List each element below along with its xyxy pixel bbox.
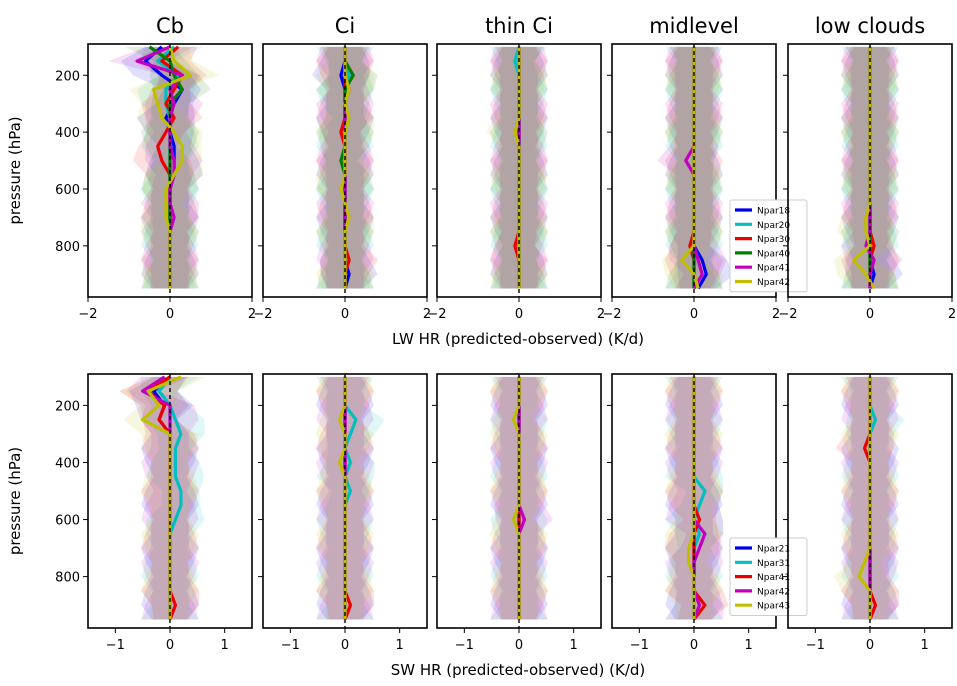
spread-band-shortwave-cb-npar31 — [140, 376, 206, 620]
x-tick-label-longwave-low-clouds: 0 — [866, 307, 874, 322]
spread-band-shortwave-thin-ci-npar42 — [489, 376, 554, 620]
spread-band-longwave-ci-npar40 — [315, 46, 378, 289]
spread-band-longwave-midlevel-npar18 — [664, 46, 735, 289]
x-tick-label-longwave-cb: −2 — [78, 307, 97, 322]
spread-band-longwave-thin-ci-npar42 — [486, 46, 549, 289]
legend-label-longwave-npar40: Npar40 — [757, 249, 790, 259]
x-tick-label-shortwave-midlevel: 0 — [690, 638, 698, 653]
x-tick-label-longwave-midlevel: 2 — [772, 307, 780, 322]
spread-band-longwave-cb-npar41 — [108, 46, 204, 289]
spread-band-shortwave-ci-npar31 — [315, 376, 385, 620]
panel-title-ci: Ci — [335, 14, 356, 38]
spread-band-longwave-cb-npar18 — [121, 46, 203, 289]
x-tick-label-shortwave-thin-ci: 1 — [570, 638, 578, 653]
legend-label-shortwave-npar42: Npar42 — [757, 587, 790, 597]
panel-title-midlevel: midlevel — [649, 14, 739, 38]
x-tick-label-shortwave-low-clouds: 1 — [921, 638, 929, 653]
x-tick-label-shortwave-midlevel: −1 — [630, 638, 649, 653]
x-tick-label-longwave-low-clouds: 2 — [948, 307, 956, 322]
spread-band-longwave-low-clouds-npar41 — [840, 46, 903, 289]
legend-label-shortwave-npar31: Npar31 — [757, 559, 790, 569]
y-tick-label-longwave: 800 — [55, 240, 80, 255]
spread-band-shortwave-cb-npar43 — [119, 376, 206, 620]
x-tick-label-longwave-cb: 0 — [166, 307, 174, 322]
legend-label-longwave-npar30: Npar30 — [757, 235, 790, 245]
x-tick-label-shortwave-thin-ci: −1 — [455, 638, 474, 653]
panel-title-thin-ci: thin Ci — [485, 14, 553, 38]
y-tick-label-longwave: 400 — [55, 126, 80, 141]
x-tick-label-shortwave-ci: −1 — [281, 638, 300, 653]
spread-band-longwave-low-clouds-npar18 — [840, 46, 903, 289]
legend-label-longwave-npar42: Npar42 — [757, 278, 790, 288]
x-tick-label-longwave-thin-ci: 0 — [515, 307, 523, 322]
panel-title-low-clouds: low clouds — [815, 14, 925, 38]
y-tick-label-shortwave: 600 — [55, 514, 80, 529]
legend-label-shortwave-npar43: Npar43 — [757, 602, 790, 612]
y-tick-label-longwave: 200 — [55, 69, 80, 84]
spread-band-longwave-cb-npar40 — [125, 46, 212, 289]
spread-band-longwave-ci-npar30 — [315, 46, 379, 289]
spread-band-shortwave-low-clouds-npar31 — [840, 376, 905, 620]
y-tick-label-shortwave: 200 — [55, 399, 80, 414]
y-tick-label-shortwave: 800 — [55, 571, 80, 586]
xlabel-shortwave: SW HR (predicted-observed) (K/d) — [391, 661, 646, 679]
x-tick-label-shortwave-cb: −1 — [106, 638, 125, 653]
x-tick-label-shortwave-midlevel: 1 — [745, 638, 753, 653]
x-tick-label-longwave-midlevel: 0 — [690, 307, 698, 322]
x-tick-label-shortwave-low-clouds: −1 — [806, 638, 825, 653]
spread-band-longwave-midlevel-npar41 — [657, 46, 727, 289]
x-tick-label-shortwave-ci: 1 — [396, 638, 404, 653]
spread-band-shortwave-low-clouds-npar43 — [834, 376, 900, 620]
legend-label-shortwave-npar21: Npar21 — [757, 545, 790, 555]
legend-label-shortwave-npar41: Npar41 — [757, 573, 790, 583]
spread-band-shortwave-low-clouds-npar41 — [835, 376, 900, 620]
x-tick-label-longwave-thin-ci: 2 — [597, 307, 605, 322]
x-tick-label-longwave-cb: 2 — [248, 307, 256, 322]
xlabel-longwave: LW HR (predicted-observed) (K/d) — [392, 330, 644, 348]
panel-title-cb: Cb — [156, 14, 184, 38]
legend-label-longwave-npar41: Npar41 — [757, 264, 790, 274]
spread-band-longwave-low-clouds-npar42 — [834, 46, 900, 289]
x-tick-label-shortwave-ci: 0 — [341, 638, 349, 653]
x-tick-label-longwave-ci: 2 — [423, 307, 431, 322]
legend-label-longwave-npar20: Npar20 — [757, 221, 790, 231]
spread-band-shortwave-cb-npar21 — [129, 376, 200, 620]
y-tick-label-shortwave: 400 — [55, 456, 80, 471]
x-tick-label-longwave-thin-ci: −2 — [427, 307, 446, 322]
x-tick-label-longwave-ci: −2 — [253, 307, 272, 322]
x-tick-label-shortwave-low-clouds: 0 — [866, 638, 874, 653]
x-tick-label-shortwave-cb: 0 — [166, 638, 174, 653]
ylabel-longwave: pressure (hPa) — [6, 116, 24, 224]
x-tick-label-longwave-midlevel: −2 — [602, 307, 621, 322]
legend-label-longwave-npar18: Npar18 — [757, 207, 790, 217]
x-tick-label-shortwave-cb: 1 — [221, 638, 229, 653]
x-tick-label-longwave-low-clouds: −2 — [778, 307, 797, 322]
spread-band-shortwave-midlevel-npar41 — [664, 376, 729, 620]
ylabel-shortwave: pressure (hPa) — [6, 447, 24, 555]
x-tick-label-longwave-ci: 0 — [341, 307, 349, 322]
y-tick-label-longwave: 600 — [55, 183, 80, 198]
x-tick-label-shortwave-thin-ci: 0 — [515, 638, 523, 653]
